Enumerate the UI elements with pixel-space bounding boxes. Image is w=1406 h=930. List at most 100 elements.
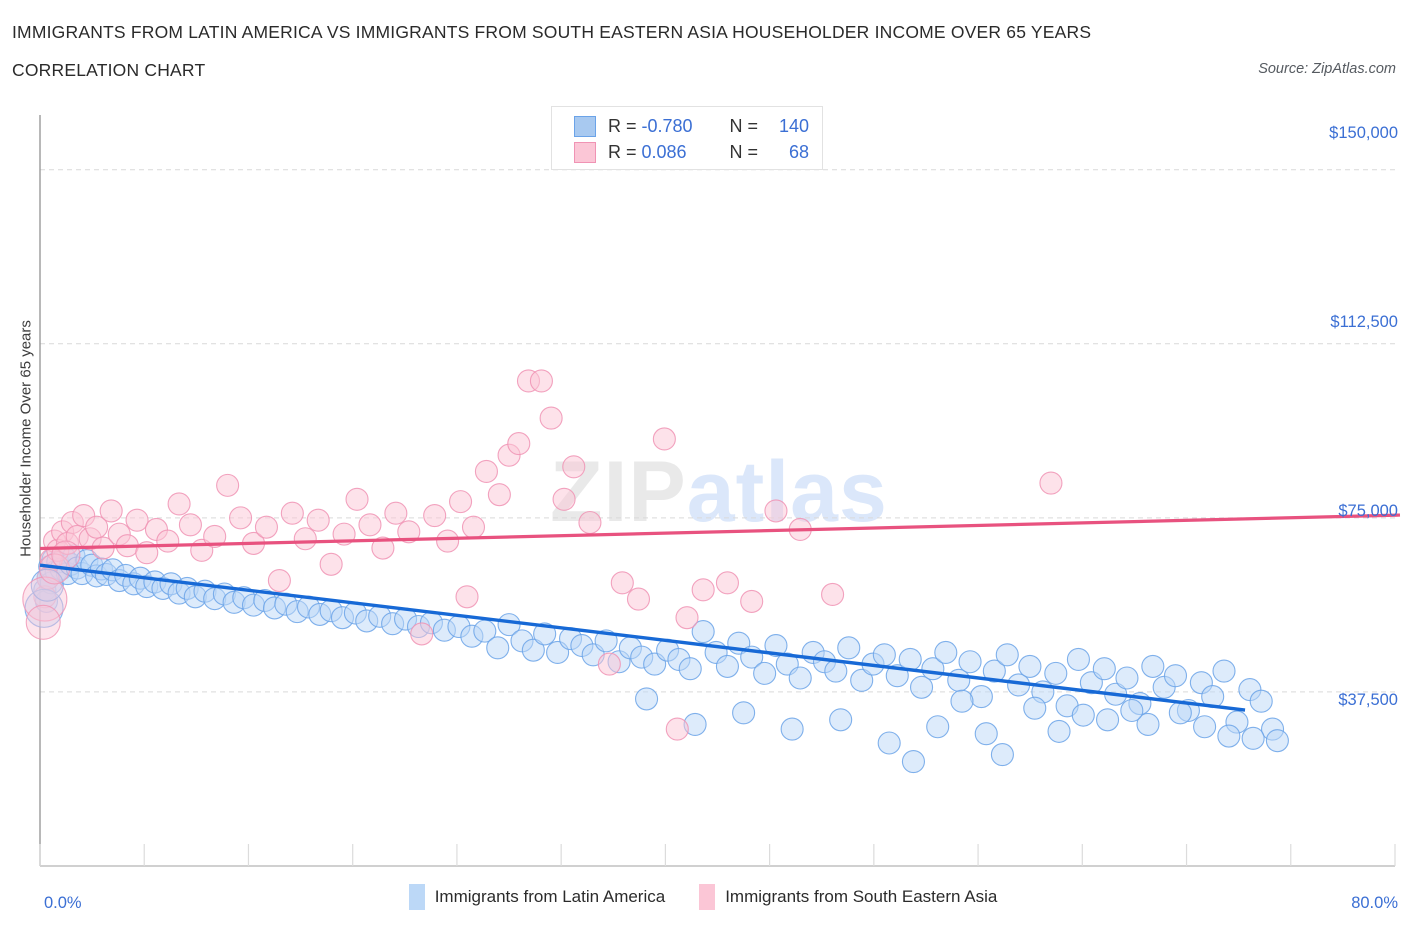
legend-swatch-blue bbox=[574, 115, 596, 137]
data-point bbox=[982, 659, 1006, 683]
data-point bbox=[474, 459, 498, 484]
data-point bbox=[293, 527, 317, 551]
data-point bbox=[829, 708, 853, 732]
data-point bbox=[652, 427, 676, 451]
data-point bbox=[1193, 715, 1217, 739]
data-point bbox=[1092, 657, 1116, 681]
data-point bbox=[715, 654, 739, 678]
data-point bbox=[423, 503, 447, 528]
data-point bbox=[1071, 703, 1095, 727]
data-point bbox=[691, 620, 715, 644]
x-tick-label-max: 80.0% bbox=[1351, 894, 1398, 912]
data-point bbox=[764, 499, 788, 523]
n-label-pink: N = bbox=[729, 141, 759, 162]
data-point bbox=[1120, 698, 1144, 723]
data-point bbox=[764, 633, 788, 658]
data-point bbox=[1096, 708, 1120, 732]
data-point bbox=[753, 661, 777, 685]
r-value-blue: -0.780 bbox=[641, 115, 693, 136]
legend-label-south-eastern-asia: Immigrants from South Eastern Asia bbox=[725, 887, 998, 906]
stats-legend-row-blue: R = -0.780 N = 140 bbox=[574, 113, 809, 139]
r-label-pink: R = bbox=[608, 141, 637, 162]
data-point bbox=[486, 636, 510, 660]
data-point bbox=[990, 743, 1014, 767]
data-point bbox=[1023, 696, 1047, 720]
data-point bbox=[691, 578, 715, 602]
data-point bbox=[1163, 664, 1188, 688]
data-point bbox=[958, 650, 982, 674]
data-point bbox=[521, 638, 545, 662]
data-point bbox=[665, 717, 689, 741]
y-tick-label-112500: $112,500 bbox=[1330, 313, 1398, 331]
data-point bbox=[455, 585, 479, 609]
data-point bbox=[562, 455, 586, 479]
stats-legend: R = -0.780 N = 140 R = 0.086 N = 68 bbox=[551, 106, 823, 170]
data-point bbox=[780, 717, 804, 741]
data-point bbox=[1047, 719, 1071, 743]
data-point bbox=[877, 731, 901, 755]
data-point bbox=[597, 652, 621, 676]
data-point bbox=[635, 687, 659, 711]
data-point bbox=[1039, 471, 1063, 495]
data-point bbox=[1212, 659, 1236, 683]
data-point bbox=[397, 520, 421, 544]
data-point bbox=[969, 685, 993, 709]
data-point bbox=[974, 722, 998, 746]
data-point bbox=[715, 571, 739, 595]
series-points-latin-america bbox=[33, 544, 1289, 774]
page-title: IMMIGRANTS FROM LATIN AMERICA VS IMMIGRA… bbox=[12, 22, 1092, 42]
data-point bbox=[578, 510, 602, 535]
source-label: Source: ZipAtlas.com bbox=[1258, 61, 1396, 77]
n-value-pink: 68 bbox=[789, 141, 810, 162]
data-point bbox=[25, 604, 61, 640]
legend-color-box-pink bbox=[699, 884, 716, 910]
data-point bbox=[872, 643, 896, 667]
data-point bbox=[850, 668, 874, 692]
data-point bbox=[306, 508, 330, 532]
data-point bbox=[678, 657, 702, 681]
data-point bbox=[267, 568, 291, 593]
series-legend: Immigrants from Latin America Immigrants… bbox=[0, 884, 1406, 910]
data-point bbox=[821, 582, 845, 607]
data-point bbox=[1115, 666, 1139, 690]
data-point bbox=[229, 506, 253, 530]
data-point bbox=[30, 568, 64, 602]
data-point bbox=[1241, 726, 1265, 750]
legend-item-south-eastern-asia[interactable]: Immigrants from South Eastern Asia bbox=[699, 884, 997, 910]
data-point bbox=[675, 606, 699, 630]
data-point bbox=[732, 701, 756, 725]
data-point bbox=[178, 513, 202, 537]
data-point bbox=[371, 536, 395, 560]
stats-legend-row-pink: R = 0.086 N = 68 bbox=[574, 139, 809, 165]
data-point bbox=[319, 552, 343, 576]
page-subtitle: CORRELATION CHART bbox=[12, 60, 206, 80]
data-point bbox=[436, 529, 460, 553]
data-point bbox=[1018, 654, 1042, 678]
data-point bbox=[51, 540, 81, 570]
x-tick-label-min: 0.0% bbox=[44, 894, 82, 912]
legend-item-latin-america[interactable]: Immigrants from Latin America bbox=[408, 884, 666, 910]
legend-label-latin-america: Immigrants from Latin America bbox=[434, 887, 666, 906]
y-tick-label-75000: $75,000 bbox=[1338, 502, 1398, 520]
data-point bbox=[1141, 654, 1165, 678]
r-label-blue: R = bbox=[608, 115, 637, 136]
data-point bbox=[934, 640, 958, 665]
data-point bbox=[552, 487, 576, 511]
data-point bbox=[22, 576, 68, 622]
data-point bbox=[995, 643, 1019, 667]
legend-color-box-blue bbox=[408, 884, 425, 910]
data-point bbox=[1265, 729, 1289, 753]
data-point bbox=[280, 501, 304, 525]
data-point bbox=[254, 515, 279, 539]
data-point bbox=[384, 501, 408, 525]
data-point bbox=[788, 666, 812, 690]
data-point bbox=[1217, 724, 1241, 748]
y-tick-label-150000: $150,000 bbox=[1329, 124, 1398, 142]
data-point bbox=[926, 715, 950, 739]
data-point bbox=[156, 529, 180, 553]
data-point bbox=[539, 406, 563, 430]
data-point bbox=[533, 622, 557, 646]
data-point bbox=[837, 636, 861, 660]
data-point bbox=[909, 675, 934, 699]
y-tick-label-37500: $37,500 bbox=[1338, 691, 1398, 709]
